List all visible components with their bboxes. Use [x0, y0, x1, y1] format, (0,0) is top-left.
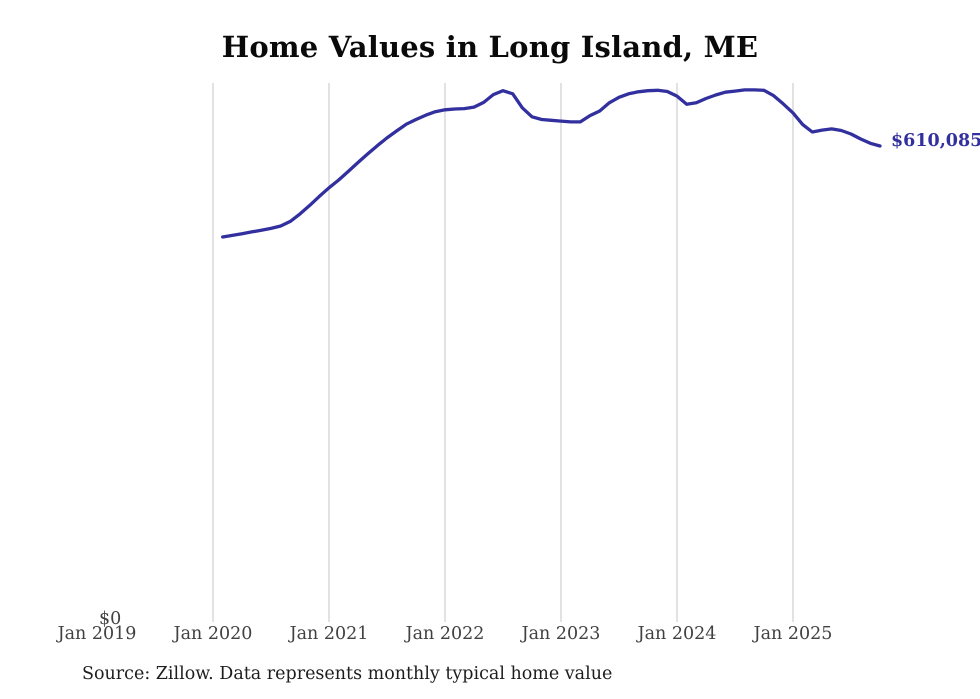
- y-axis-zero-label: $0: [99, 609, 122, 629]
- x-tick-jan-2022: Jan 2022: [405, 624, 485, 644]
- home-value-line: [221, 88, 882, 239]
- x-tick-jan-2025: Jan 2025: [753, 624, 833, 644]
- x-tick-jan-2020: Jan 2020: [173, 624, 253, 644]
- x-tick-jan-2021: Jan 2021: [289, 624, 369, 644]
- x-tick-jan-2024: Jan 2024: [637, 624, 717, 644]
- x-tick-jan-2019: Jan 2019: [57, 624, 137, 644]
- x-tick-jan-2023: Jan 2023: [521, 624, 601, 644]
- final-value-label: $610,085: [891, 131, 980, 151]
- chart-title: Home Values in Long Island, ME: [221, 30, 759, 64]
- source-note: Source: Zillow. Data represents monthly …: [82, 664, 613, 684]
